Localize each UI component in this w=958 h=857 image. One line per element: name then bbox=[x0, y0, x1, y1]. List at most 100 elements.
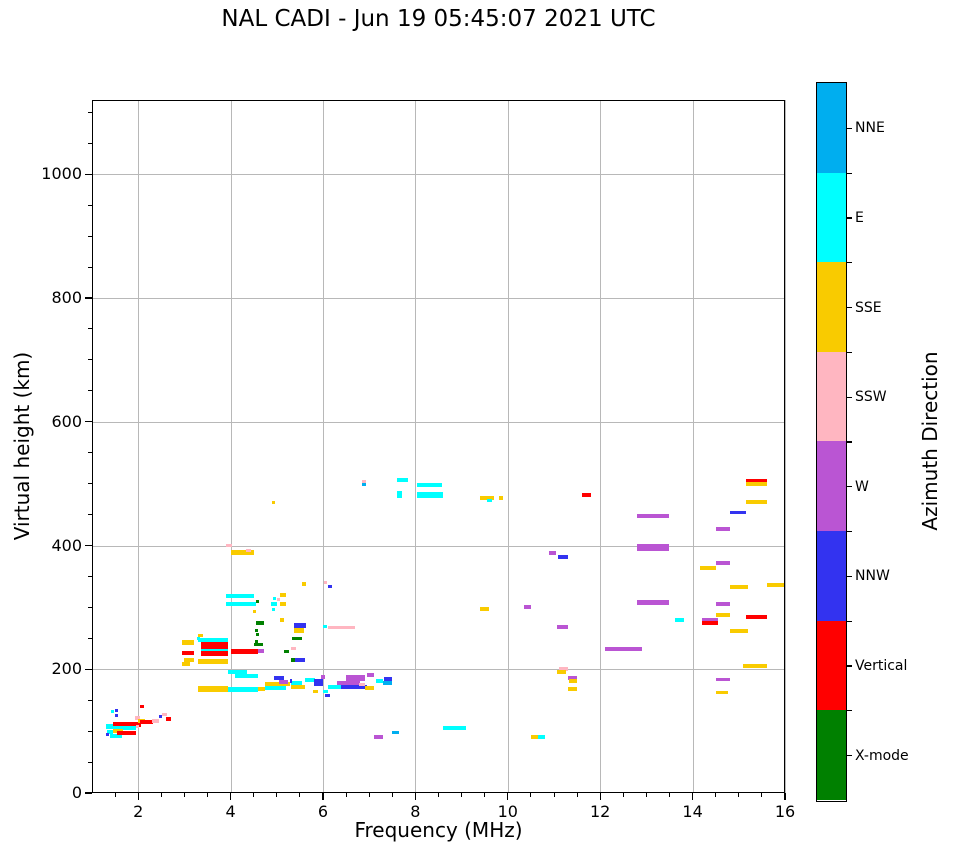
colorbar-segment bbox=[817, 620, 846, 711]
data-point bbox=[675, 617, 685, 622]
grid-line-x bbox=[600, 100, 602, 793]
x-tick-label: 4 bbox=[225, 802, 236, 821]
data-point bbox=[182, 662, 190, 667]
x-tick-label: 8 bbox=[410, 802, 421, 821]
colorbar-boundary-tick bbox=[847, 351, 852, 354]
colorbar-tick-label: NNW bbox=[855, 568, 890, 585]
colorbar-tick-label: Vertical bbox=[855, 658, 908, 674]
data-point bbox=[637, 599, 670, 605]
data-point bbox=[341, 685, 367, 690]
data-point bbox=[480, 496, 494, 501]
data-point bbox=[290, 680, 303, 685]
data-point bbox=[184, 657, 194, 662]
data-point bbox=[301, 581, 306, 586]
data-point bbox=[276, 598, 281, 602]
data-point bbox=[604, 646, 642, 651]
y-major-tick bbox=[85, 173, 92, 175]
grid-line-x bbox=[230, 100, 232, 793]
data-point bbox=[699, 566, 716, 571]
x-axis-label: Frequency (MHz) bbox=[354, 818, 523, 842]
data-point bbox=[745, 500, 767, 505]
data-point bbox=[549, 550, 557, 555]
y-tick-label: 0 bbox=[71, 783, 82, 802]
data-point bbox=[701, 621, 718, 626]
data-point bbox=[230, 550, 254, 556]
colorbar-center-tick bbox=[847, 486, 852, 488]
colorbar-boundary-tick bbox=[847, 620, 852, 622]
data-point bbox=[256, 599, 259, 603]
data-point bbox=[715, 561, 730, 566]
x-minor-tick bbox=[160, 793, 162, 797]
y-minor-tick bbox=[88, 730, 92, 732]
y-minor-tick bbox=[88, 761, 92, 763]
x-minor-tick bbox=[183, 793, 185, 797]
grid-line-x bbox=[415, 100, 417, 793]
data-point bbox=[200, 641, 229, 649]
data-point bbox=[165, 717, 172, 722]
grid-line-y bbox=[92, 298, 785, 299]
colorbar-segment bbox=[817, 531, 846, 621]
data-point bbox=[637, 543, 670, 548]
x-tick-label: 12 bbox=[590, 802, 611, 821]
y-major-tick bbox=[85, 421, 92, 423]
x-minor-tick bbox=[114, 793, 116, 797]
data-point bbox=[115, 708, 118, 712]
data-point bbox=[198, 638, 229, 643]
data-point bbox=[265, 686, 287, 691]
grid-line-x bbox=[323, 100, 324, 793]
x-major-tick bbox=[229, 793, 232, 800]
data-point bbox=[228, 669, 247, 674]
x-tick-label: 14 bbox=[682, 802, 703, 821]
data-point bbox=[256, 633, 260, 637]
y-axis-label: Virtual height (km) bbox=[10, 351, 34, 541]
y-tick-label: 1000 bbox=[41, 164, 82, 184]
data-point bbox=[312, 690, 319, 694]
colorbar-tick-label: SSW bbox=[855, 389, 887, 406]
data-point bbox=[258, 649, 264, 654]
data-point bbox=[567, 675, 578, 680]
colorbar-tick-label: X-mode bbox=[855, 747, 909, 764]
colorbar-center-tick bbox=[847, 754, 852, 757]
colorbar-boundary-tick bbox=[847, 262, 852, 264]
data-point bbox=[498, 496, 504, 501]
colorbar-label: Azimuth Direction bbox=[918, 351, 942, 531]
y-minor-tick bbox=[88, 390, 92, 392]
data-point bbox=[729, 511, 746, 515]
data-point bbox=[327, 684, 344, 689]
colorbar-segment bbox=[817, 351, 846, 442]
data-point bbox=[105, 724, 113, 730]
data-point bbox=[280, 601, 287, 606]
data-point bbox=[290, 657, 298, 662]
data-point bbox=[117, 730, 136, 735]
x-minor-tick bbox=[622, 793, 624, 797]
colorbar-segment bbox=[817, 83, 846, 173]
x-minor-tick bbox=[391, 793, 393, 797]
data-point bbox=[200, 651, 229, 657]
data-point bbox=[228, 686, 259, 692]
y-minor-tick bbox=[88, 142, 92, 144]
y-minor-tick bbox=[88, 328, 92, 330]
data-point bbox=[729, 628, 749, 633]
data-point bbox=[271, 602, 277, 607]
data-point bbox=[162, 712, 167, 716]
data-point bbox=[135, 724, 140, 728]
data-point bbox=[581, 493, 591, 498]
data-point bbox=[225, 601, 256, 606]
x-minor-tick bbox=[645, 793, 647, 797]
colorbar-boundary-tick bbox=[847, 530, 852, 533]
data-point bbox=[115, 714, 118, 718]
y-tick-label: 200 bbox=[51, 659, 82, 679]
data-point bbox=[557, 555, 568, 560]
colorbar-center-tick bbox=[847, 396, 852, 398]
data-point bbox=[416, 483, 442, 488]
data-point bbox=[523, 605, 531, 610]
x-minor-tick bbox=[207, 793, 208, 797]
data-point bbox=[235, 674, 259, 679]
y-major-tick bbox=[85, 668, 92, 670]
data-point bbox=[198, 633, 203, 637]
data-point bbox=[327, 584, 333, 588]
data-point bbox=[361, 480, 366, 484]
data-point bbox=[383, 680, 393, 685]
data-point bbox=[346, 674, 365, 681]
data-point bbox=[320, 674, 326, 679]
